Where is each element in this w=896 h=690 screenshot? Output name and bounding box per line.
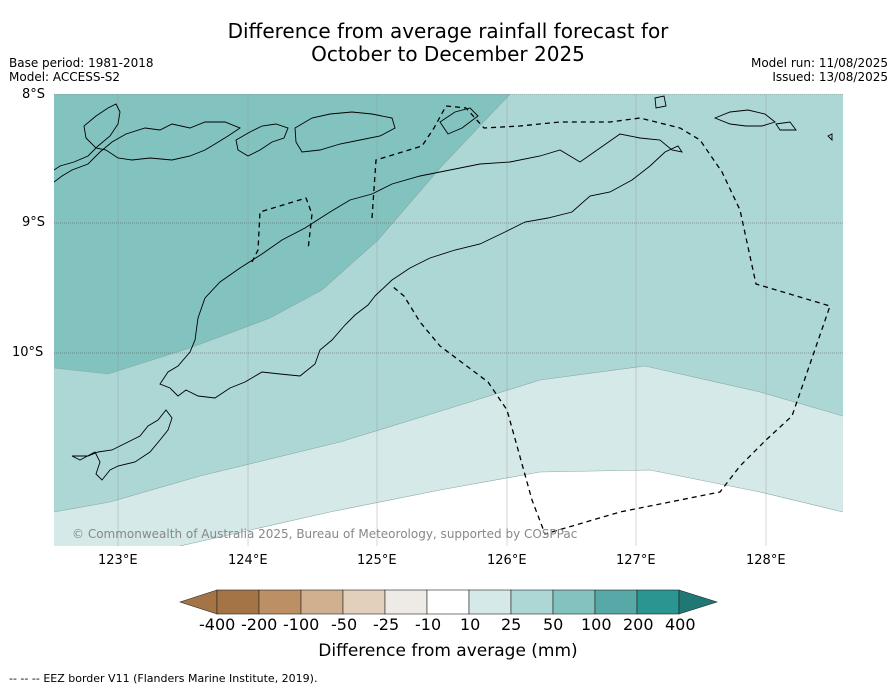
northern-islands <box>54 103 241 183</box>
cbar-tick-8: 25 <box>501 615 522 634</box>
colorbar-cell-3 <box>300 589 344 615</box>
colorbar-cell-11 <box>636 589 680 615</box>
coastlines <box>54 95 833 481</box>
cbar-tick-10: 100 <box>581 615 612 634</box>
lon-label-125e: 125°E <box>357 553 397 568</box>
lat-label-10s: 10°S <box>12 345 44 360</box>
eastern-island-2 <box>713 109 776 127</box>
colorbar-cell-9 <box>552 589 596 615</box>
title-line-2: October to December 2025 <box>311 42 585 66</box>
contour-25 <box>54 365 843 513</box>
cbar-tick-9: 50 <box>543 615 564 634</box>
cbar-tick-7: 10 <box>460 615 481 634</box>
colorbar-cell-5 <box>384 589 428 615</box>
alor-island <box>235 123 289 157</box>
cbar-tick-1: -400 <box>199 615 236 634</box>
colorbar-cell-8 <box>510 589 554 615</box>
colorbar-cell-6 <box>426 589 470 615</box>
timor-island <box>159 133 683 399</box>
colorbar-cell-7 <box>468 589 512 615</box>
eastern-island-3 <box>775 121 797 131</box>
chart-title: Difference from average rainfall forecas… <box>0 20 896 66</box>
map-plot <box>54 94 843 546</box>
colorbar <box>179 589 718 615</box>
western-island <box>71 409 173 481</box>
footer-legend: -- -- -- EEZ border V11 (Flanders Marine… <box>9 672 317 685</box>
eastern-island-1 <box>654 95 667 109</box>
eez-legend-text: EEZ border V11 (Flanders Marine Institut… <box>43 672 318 685</box>
cbar-tick-6: -10 <box>415 615 442 634</box>
contour-50 <box>54 94 511 375</box>
eastern-island-4 <box>827 133 833 142</box>
colorbar-cell-1 <box>216 589 260 615</box>
lon-label-123e: 123°E <box>98 553 138 568</box>
eez-north <box>251 197 313 263</box>
lon-label-128e: 128°E <box>746 553 786 568</box>
cbar-tick-5: -25 <box>373 615 400 634</box>
colorbar-cell-10 <box>594 589 638 615</box>
colorbar-arrow-right <box>678 589 718 615</box>
contour-10 <box>179 469 843 546</box>
colorbar-cell-4 <box>342 589 386 615</box>
base-period: Base period: 1981-2018 <box>9 56 154 70</box>
model-run: Model run: 11/08/2025 <box>750 56 888 70</box>
meta-right: Model run: 11/08/2025 Issued: 13/08/2025 <box>751 56 888 84</box>
cbar-tick-12: 400 <box>665 615 696 634</box>
zone-50-100 <box>54 94 510 374</box>
copyright-notice: © Commonwealth of Australia 2025, Bureau… <box>72 527 578 541</box>
meta-left: Base period: 1981-2018 Model: ACCESS-S2 <box>9 56 154 84</box>
graticule <box>54 94 843 354</box>
cbar-tick-4: -50 <box>331 615 358 634</box>
lat-label-8s: 8°S <box>22 87 46 102</box>
lon-label-124e: 124°E <box>228 553 268 568</box>
issued-date: Issued: 13/08/2025 <box>772 70 888 84</box>
colorbar-arrow-left <box>179 589 218 615</box>
model-name: Model: ACCESS-S2 <box>9 70 121 84</box>
lon-label-127e: 127°E <box>616 553 656 568</box>
eez-border <box>251 105 831 535</box>
colorbar-title: Difference from average (mm) <box>318 641 578 661</box>
cbar-tick-3: -100 <box>283 615 320 634</box>
lat-label-9s: 9°S <box>22 215 46 230</box>
meridians <box>117 94 767 546</box>
eez-legend-symbol: -- -- -- <box>9 672 40 685</box>
cbar-tick-2: -200 <box>241 615 278 634</box>
cbar-tick-11: 200 <box>623 615 654 634</box>
colorbar-cell-2 <box>258 589 302 615</box>
wetar-island <box>294 111 396 153</box>
lon-label-126e: 126°E <box>487 553 527 568</box>
zone-neutral <box>180 470 843 546</box>
eez-west-upper <box>371 105 831 535</box>
kisar-island <box>439 107 479 135</box>
title-line-1: Difference from average rainfall forecas… <box>227 19 669 43</box>
